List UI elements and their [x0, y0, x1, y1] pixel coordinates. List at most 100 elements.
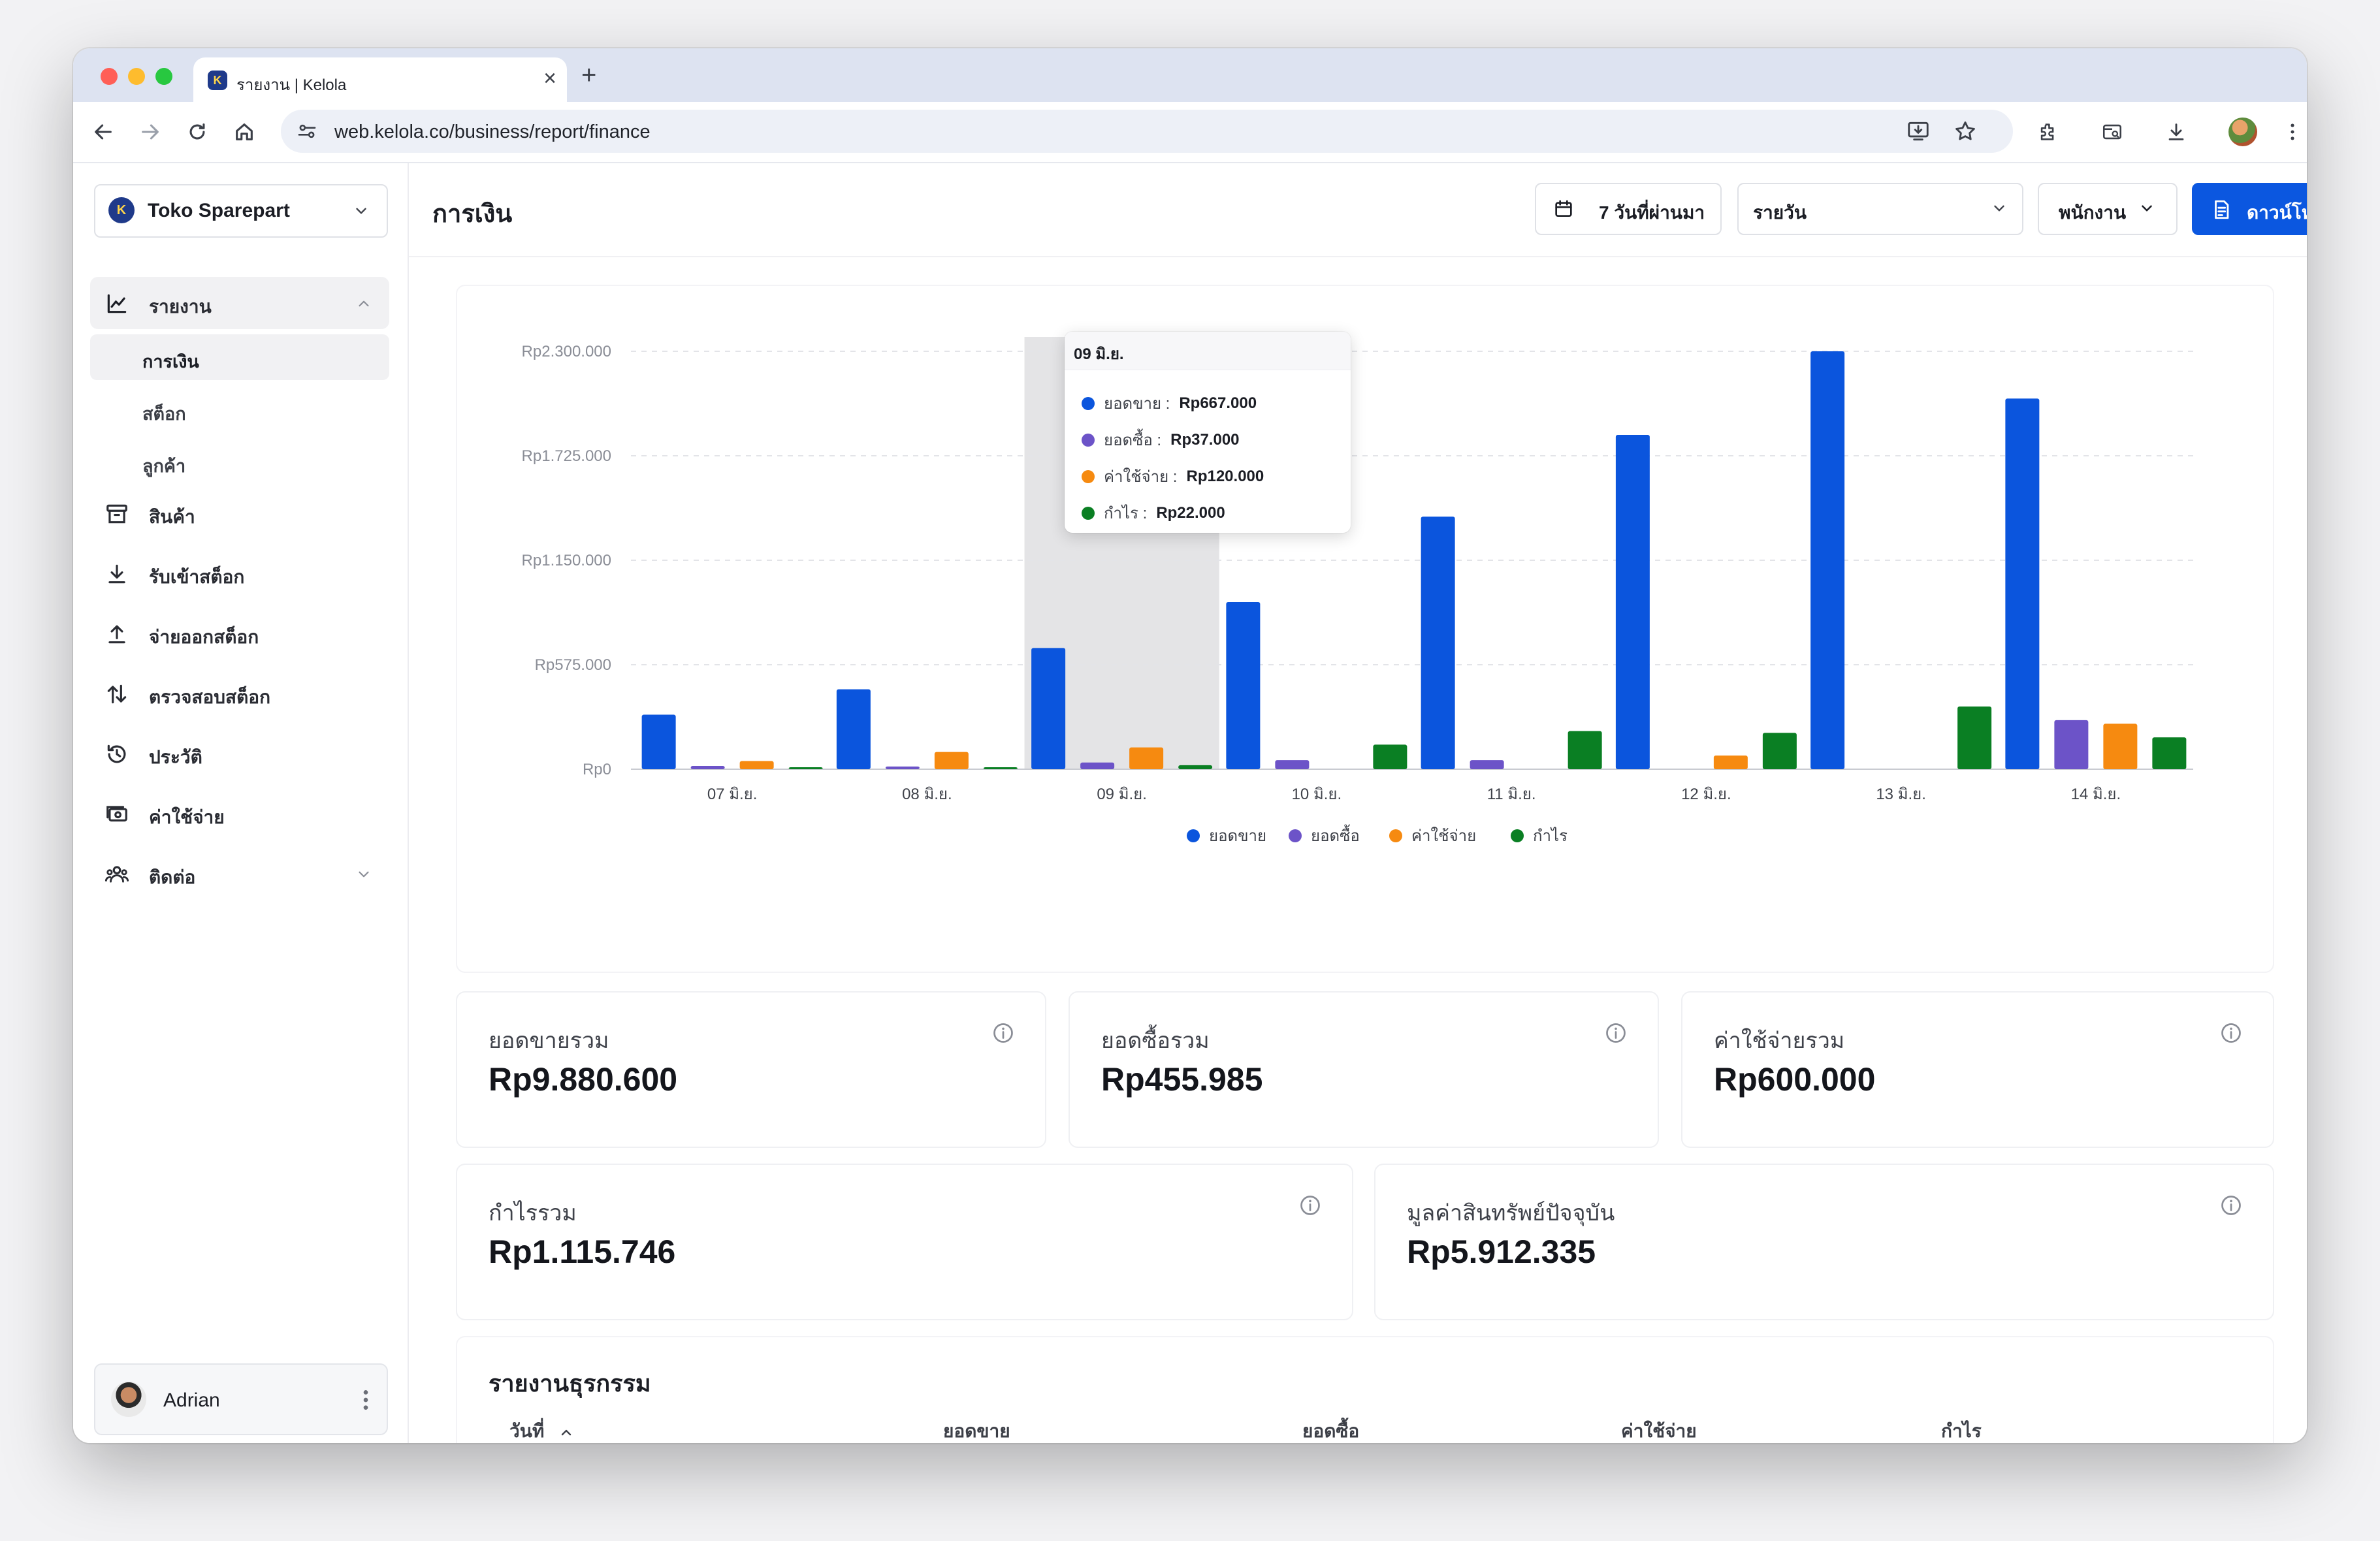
column-header-label: วันที่: [509, 1421, 545, 1441]
stat-card-total-profit: กำไรรวม Rp1.115.746: [456, 1164, 1353, 1320]
bar-profit: [983, 767, 1018, 769]
browser-tab[interactable]: K รายงาน | Kelola ×: [193, 57, 567, 102]
bar-sales: [1226, 602, 1261, 769]
browser-menu-icon[interactable]: [2277, 116, 2307, 148]
home-icon[interactable]: [229, 116, 260, 148]
x-tick-label: 08 มิ.ย.: [902, 786, 952, 803]
legend-dot-icon: [1289, 829, 1302, 842]
legend-dot-icon: [1082, 469, 1095, 483]
sidebar-item-label: ประวัติ: [149, 747, 202, 767]
address-bar[interactable]: web.kelola.co/business/report/finance: [281, 110, 2013, 153]
tab-search-icon[interactable]: [2097, 116, 2128, 148]
sidebar-item-stock-out[interactable]: จ่ายออกสต็อก: [90, 607, 389, 659]
chevron-down-icon: [1994, 205, 2004, 212]
tooltip-row-value: Rp120.000: [1186, 467, 1264, 485]
bar-sales: [1615, 435, 1650, 769]
sidebar-subitem-label: การเงิน: [142, 352, 199, 372]
bar-profit: [1957, 707, 1992, 769]
chevron-down-icon: [356, 208, 366, 214]
minimize-window-button[interactable]: [128, 68, 145, 85]
legend-dot-icon: [1082, 396, 1095, 410]
back-arrow-icon[interactable]: [88, 116, 119, 148]
legend-label: ยอดซื้อ: [1311, 824, 1360, 845]
sort-ascending-chevron-icon: [561, 1429, 571, 1435]
calendar-icon: [1555, 200, 1572, 217]
interval-select[interactable]: รายวัน: [1737, 183, 2023, 235]
info-icon[interactable]: [2219, 1021, 2243, 1045]
date-range-picker[interactable]: 7 วันที่ผ่านมา: [1535, 183, 1722, 235]
info-icon[interactable]: [2219, 1194, 2243, 1217]
column-header-sales[interactable]: ยอดขาย: [943, 1421, 1010, 1441]
sidebar-item-contacts[interactable]: ติดต่อ: [90, 848, 389, 900]
history-clock-icon: [107, 744, 126, 763]
users-group-icon: [105, 866, 129, 883]
stat-label: มูลค่าสินทรัพย์ปัจจุบัน: [1407, 1201, 1615, 1226]
column-header-date[interactable]: วันที่: [509, 1417, 574, 1443]
site-settings-icon[interactable]: [297, 121, 317, 142]
sidebar-item-label: ตรวจสอบสต็อก: [149, 687, 271, 707]
bar-profit: [2152, 737, 2187, 769]
y-tick-label: Rp1.150.000: [522, 552, 611, 569]
sidebar-item-products[interactable]: สินค้า: [90, 487, 389, 539]
info-icon[interactable]: [1298, 1194, 1322, 1217]
tooltip-row-value: Rp37.000: [1170, 430, 1240, 449]
sidebar-subitem-stock[interactable]: สต็อก: [90, 387, 389, 432]
maximize-window-button[interactable]: [155, 68, 172, 85]
tooltip-row-purchases: ยอดซื้อ : Rp37.000: [1082, 427, 1240, 451]
sidebar-item-stock-audit[interactable]: ตรวจสอบสต็อก: [90, 667, 389, 720]
store-selector[interactable]: K Toko Sparepart: [94, 184, 388, 238]
new-tab-icon[interactable]: +: [581, 61, 597, 89]
column-header-profit[interactable]: กำไร: [1941, 1421, 1982, 1441]
report-chart-icon: [107, 294, 127, 313]
more-vertical-icon[interactable]: [359, 1387, 372, 1413]
store-logo-icon: K: [108, 197, 135, 223]
install-app-icon[interactable]: [1906, 119, 1931, 144]
info-icon[interactable]: [1604, 1021, 1628, 1045]
sidebar-item-report[interactable]: รายงาน: [90, 277, 389, 329]
info-icon[interactable]: [991, 1021, 1015, 1045]
tooltip-row-label: ยอดขาย :: [1104, 395, 1170, 413]
reload-icon[interactable]: [182, 116, 213, 148]
column-header-expenses[interactable]: ค่าใช้จ่าย: [1621, 1421, 1697, 1441]
chart-tooltip: 09 มิ.ย. ยอดขาย : Rp667.000 ยอดซื้อ : Rp37…: [1065, 332, 1351, 533]
user-profile-card[interactable]: Adrian: [94, 1363, 388, 1435]
profile-avatar-icon[interactable]: [2228, 118, 2257, 146]
staff-filter-button[interactable]: พนักงาน: [2038, 183, 2178, 235]
y-tick-label: Rp575.000: [535, 656, 611, 674]
user-avatar: [111, 1382, 146, 1417]
bar-purchases: [885, 766, 920, 769]
close-window-button[interactable]: [101, 68, 118, 85]
sidebar-item-stock-in[interactable]: รับเข้าสต็อก: [90, 547, 389, 599]
x-tick-label: 14 มิ.ย.: [2071, 786, 2121, 803]
bar-purchases: [1080, 762, 1115, 769]
tooltip-header: 09 มิ.ย.: [1065, 332, 1351, 370]
download-button[interactable]: ดาวน์โหลด: [2192, 183, 2307, 235]
user-name: Adrian: [163, 1390, 220, 1411]
store-name: Toko Sparepart: [148, 200, 290, 221]
forward-arrow-icon[interactable]: [135, 116, 166, 148]
extensions-icon[interactable]: [2033, 116, 2064, 148]
x-tick-label: 11 มิ.ย.: [1487, 786, 1536, 803]
sidebar-item-history[interactable]: ประวัติ: [90, 727, 389, 780]
url-text: web.kelola.co/business/report/finance: [334, 121, 651, 142]
sidebar-subitem-label: สต็อก: [142, 404, 186, 424]
bookmark-star-icon[interactable]: [1953, 119, 1978, 144]
sidebar-subitem-finance[interactable]: การเงิน: [90, 334, 389, 380]
tab-close-icon[interactable]: ×: [543, 66, 556, 91]
bar-expenses: [1129, 747, 1164, 769]
stat-card-total-purchases: ยอดซื้อรวม Rp455.985: [1069, 991, 1659, 1148]
sidebar-item-expenses[interactable]: ค่าใช้จ่าย: [90, 787, 389, 840]
tooltip-title: 09 มิ.ย.: [1074, 345, 1124, 363]
legend-dot-icon: [1389, 829, 1402, 842]
tooltip-row-profit: กำไร : Rp22.000: [1082, 500, 1225, 524]
download-label: ดาวน์โหลด: [2247, 202, 2307, 223]
archive-box-icon: [106, 504, 127, 524]
stat-value: Rp600.000: [1714, 1061, 1876, 1098]
stat-label: ยอดขายรวม: [489, 1028, 609, 1053]
bar-sales: [1031, 648, 1066, 769]
stat-label: กำไรรวม: [489, 1201, 577, 1226]
sidebar-item-label: รายงาน: [149, 296, 212, 317]
column-header-purchases[interactable]: ยอดซื้อ: [1302, 1421, 1360, 1441]
downloads-icon[interactable]: [2161, 116, 2192, 148]
sidebar-subitem-customers[interactable]: ลูกค้า: [90, 439, 389, 485]
